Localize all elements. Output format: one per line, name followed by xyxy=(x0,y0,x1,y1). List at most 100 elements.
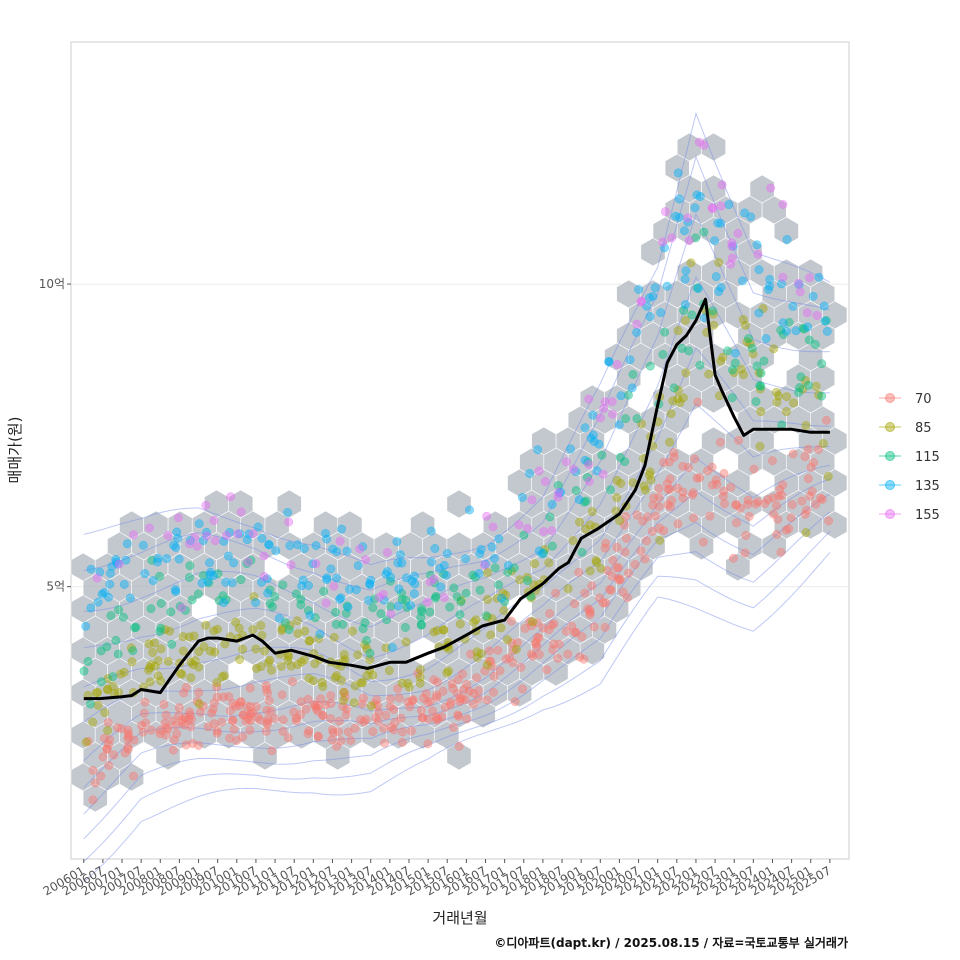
point-155 xyxy=(190,532,200,542)
point-115 xyxy=(284,625,294,635)
point-155 xyxy=(727,242,737,251)
point-135 xyxy=(808,291,818,301)
point-155 xyxy=(553,492,563,502)
point-70 xyxy=(654,484,664,493)
point-70 xyxy=(283,733,293,743)
point-70 xyxy=(277,690,287,700)
hex-bin xyxy=(822,426,848,456)
contour-line xyxy=(83,456,831,762)
point-85 xyxy=(145,663,155,673)
legend-key-135 xyxy=(885,480,895,490)
point-85 xyxy=(415,672,425,682)
point-85 xyxy=(100,708,110,718)
hex-bin xyxy=(579,636,605,666)
point-85 xyxy=(781,407,791,417)
point-70 xyxy=(448,683,458,693)
point-155 xyxy=(243,557,253,567)
hex-bin xyxy=(616,321,642,351)
point-70 xyxy=(396,713,406,723)
point-115 xyxy=(669,383,679,393)
point-70 xyxy=(805,491,815,501)
point-85 xyxy=(544,558,554,568)
point-115 xyxy=(677,343,687,353)
point-135 xyxy=(253,522,263,532)
point-70 xyxy=(448,722,458,732)
hex-bin xyxy=(640,531,666,561)
point-70 xyxy=(640,554,650,564)
point-135 xyxy=(475,549,485,559)
point-70 xyxy=(462,714,472,724)
hex-bin xyxy=(701,426,727,456)
point-155 xyxy=(554,488,563,497)
point-135 xyxy=(426,526,436,536)
point-135 xyxy=(162,554,172,564)
point-135 xyxy=(171,587,181,597)
point-70 xyxy=(251,702,261,712)
point-70 xyxy=(96,771,106,781)
point-70 xyxy=(695,473,705,483)
point-85 xyxy=(148,648,158,657)
point-135 xyxy=(105,568,115,578)
point-70 xyxy=(99,733,109,743)
y-tick-label: 5억 xyxy=(46,580,65,594)
y-axis: 5억 10억 xyxy=(39,277,71,594)
point-135 xyxy=(262,574,272,584)
point-85 xyxy=(314,634,324,644)
point-155 xyxy=(173,513,183,523)
point-135 xyxy=(777,279,786,289)
density-contours xyxy=(83,111,831,883)
point-70 xyxy=(203,722,213,732)
point-85 xyxy=(563,584,573,594)
point-115 xyxy=(728,365,737,375)
point-115 xyxy=(795,383,805,393)
point-115 xyxy=(747,343,757,353)
point-85 xyxy=(668,396,678,406)
point-135 xyxy=(315,629,325,639)
point-135 xyxy=(754,308,764,318)
point-70 xyxy=(138,727,148,737)
point-135 xyxy=(394,584,404,594)
point-70 xyxy=(571,627,581,637)
point-70 xyxy=(123,729,133,739)
point-135 xyxy=(257,533,267,543)
point-85 xyxy=(637,419,647,429)
point-70 xyxy=(712,480,722,489)
point-70 xyxy=(506,616,516,626)
point-135 xyxy=(335,594,345,604)
hex-bin xyxy=(701,174,727,204)
legend-key-70 xyxy=(885,393,895,403)
point-70 xyxy=(146,725,156,735)
point-85 xyxy=(199,642,209,652)
point-135 xyxy=(627,383,637,393)
point-135 xyxy=(198,536,208,545)
point-70 xyxy=(636,546,646,556)
point-155 xyxy=(210,536,220,546)
point-115 xyxy=(519,530,529,540)
point-70 xyxy=(615,575,625,585)
point-135 xyxy=(730,348,740,358)
point-70 xyxy=(440,702,450,712)
point-85 xyxy=(126,643,136,653)
point-85 xyxy=(612,475,622,485)
point-70 xyxy=(163,724,173,734)
point-70 xyxy=(821,415,831,425)
point-70 xyxy=(684,462,693,472)
point-155 xyxy=(259,572,269,581)
point-115 xyxy=(699,227,709,237)
point-70 xyxy=(618,587,628,597)
point-85 xyxy=(404,682,414,692)
point-155 xyxy=(699,140,709,150)
point-70 xyxy=(612,542,622,552)
hex-bin xyxy=(446,489,472,519)
point-115 xyxy=(96,677,106,687)
point-85 xyxy=(266,665,276,675)
point-85 xyxy=(472,647,482,657)
point-135 xyxy=(674,194,684,204)
point-70 xyxy=(139,708,149,718)
legend-key-115 xyxy=(885,451,895,461)
point-135 xyxy=(461,554,470,564)
point-115 xyxy=(278,580,288,590)
point-135 xyxy=(435,563,445,573)
point-135 xyxy=(342,546,352,556)
point-115 xyxy=(695,360,705,370)
